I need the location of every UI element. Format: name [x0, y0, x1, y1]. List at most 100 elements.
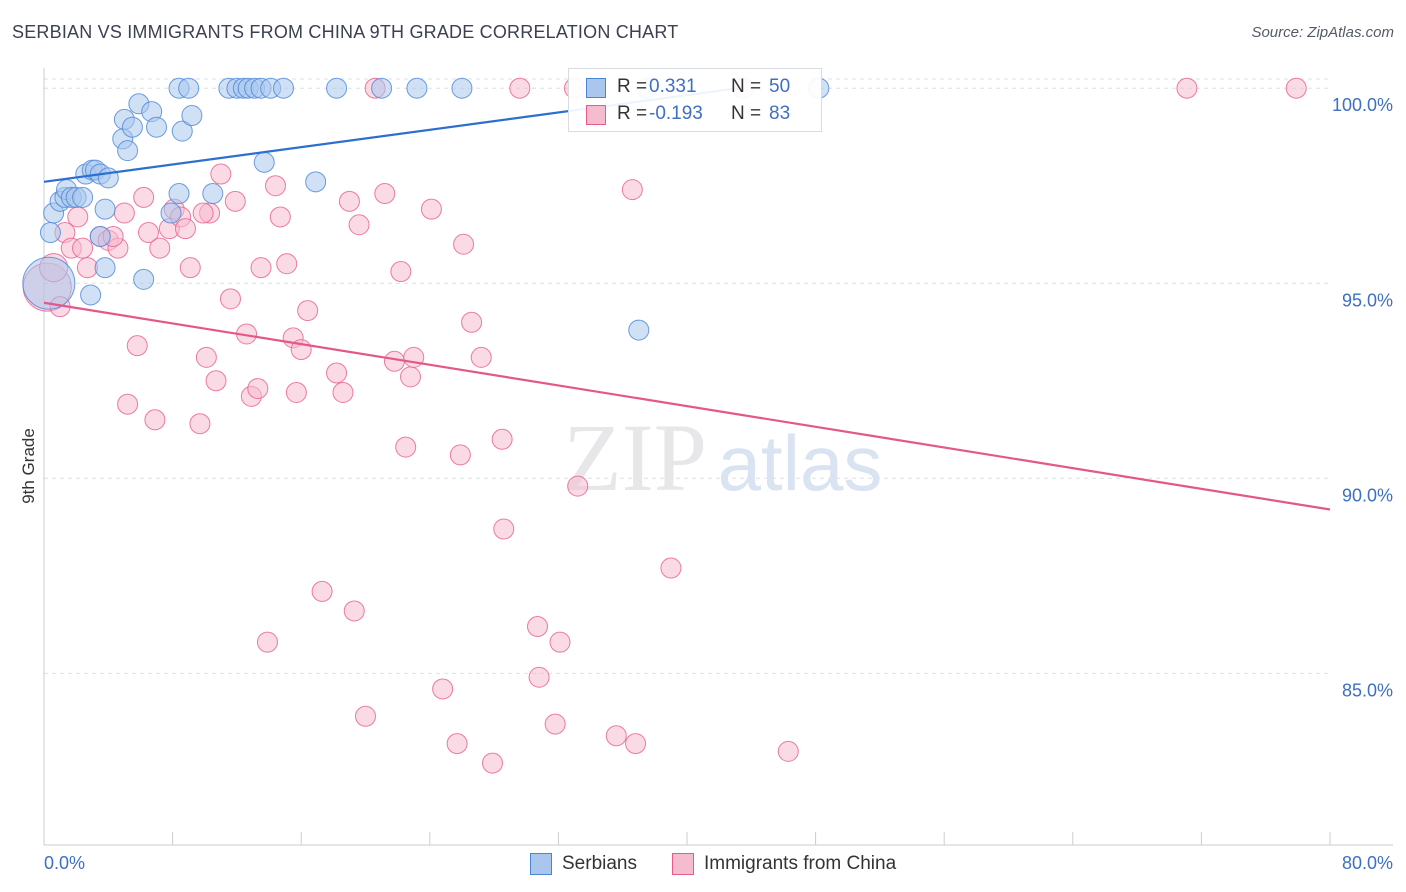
point-immigrants-from-china — [219, 288, 241, 310]
point-immigrants-from-china — [390, 261, 412, 283]
y-axis-label: 9th Grade — [19, 428, 38, 504]
legend-r-value: 0.331 — [649, 76, 697, 97]
point-serbians — [146, 116, 168, 138]
point-immigrants-from-china — [544, 713, 566, 735]
point-immigrants-from-china — [195, 346, 217, 368]
point-serbians — [117, 140, 139, 162]
legend-row-serbians: R = 0.331 N = 50 — [569, 74, 821, 102]
point-serbians — [178, 77, 200, 99]
point-immigrants-from-china — [449, 444, 471, 466]
legend-r-label: R = — [617, 103, 648, 124]
trend-line-china — [43, 301, 1331, 511]
point-serbians — [181, 105, 203, 127]
point-immigrants-from-china — [420, 198, 442, 220]
point-immigrants-from-china — [192, 202, 214, 224]
point-immigrants-from-china — [113, 202, 135, 224]
legend-n-label: N = — [731, 103, 762, 124]
point-serbians — [628, 319, 650, 341]
point-immigrants-from-china — [446, 733, 468, 755]
legend-swatch-china — [672, 853, 694, 875]
point-immigrants-from-china — [285, 381, 307, 403]
point-immigrants-from-china — [326, 362, 348, 384]
point-immigrants-from-china — [461, 311, 483, 333]
legend-label-china: Immigrants from China — [704, 853, 897, 874]
legend-swatch-china — [586, 105, 606, 125]
point-serbians — [39, 222, 61, 244]
x-tick-label-max: 80.0% — [1342, 853, 1393, 873]
point-immigrants-from-china — [76, 257, 98, 279]
point-serbians — [371, 77, 393, 99]
legend-swatch-serbians — [586, 78, 606, 98]
point-immigrants-from-china — [133, 186, 155, 208]
point-immigrants-from-china — [400, 366, 422, 388]
point-immigrants-from-china — [491, 428, 513, 450]
point-immigrants-from-china — [250, 257, 272, 279]
point-serbians — [171, 120, 193, 142]
point-immigrants-from-china — [549, 631, 571, 653]
point-serbians — [80, 284, 102, 306]
point-immigrants-from-china — [179, 257, 201, 279]
point-immigrants-from-china — [137, 222, 159, 244]
point-immigrants-from-china — [453, 233, 475, 255]
point-serbians — [89, 225, 111, 247]
point-immigrants-from-china — [224, 190, 246, 212]
legend-row-china: R = -0.193 N = 83 — [569, 101, 821, 129]
y-tick-label: 100.0% — [1332, 95, 1393, 115]
point-serbians — [160, 202, 182, 224]
legend-n-value: 83 — [769, 103, 791, 124]
point-serbians — [305, 171, 327, 193]
point-immigrants-from-china — [149, 237, 171, 259]
point-serbians — [273, 77, 295, 99]
legend-n-label: N = — [731, 76, 762, 97]
y-tick-labels: 85.0% 90.0% 95.0% 100.0% — [1332, 95, 1393, 700]
point-immigrants-from-china — [189, 413, 211, 435]
point-serbians — [202, 183, 224, 205]
legend-swatch-serbians — [530, 853, 552, 875]
point-immigrants-from-china — [528, 666, 550, 688]
point-immigrants-from-china — [567, 475, 589, 497]
axes — [43, 68, 1393, 846]
point-immigrants-from-china — [256, 631, 278, 653]
point-serbians — [94, 198, 116, 220]
point-immigrants-from-china — [621, 179, 643, 201]
point-immigrants-from-china — [72, 237, 94, 259]
watermark-zip: ZIP — [563, 404, 707, 511]
series-legend: Serbians Immigrants from China — [0, 852, 1406, 878]
point-immigrants-from-china — [210, 163, 232, 185]
legend-n-value: 50 — [769, 76, 791, 97]
point-immigrants-from-china — [493, 518, 515, 540]
point-immigrants-from-china — [276, 253, 298, 275]
y-tick-label: 90.0% — [1342, 485, 1393, 505]
point-immigrants-from-china — [311, 580, 333, 602]
source-label: Source: ZipAtlas.com — [1251, 24, 1394, 41]
y-tick-label: 85.0% — [1342, 680, 1393, 700]
point-immigrants-from-china — [205, 370, 227, 392]
point-serbians — [121, 116, 143, 138]
point-immigrants-from-china — [1285, 77, 1307, 99]
point-immigrants-from-china — [144, 409, 166, 431]
point-serbians — [72, 186, 94, 208]
point-immigrants-from-china — [470, 346, 492, 368]
point-immigrants-from-china — [1176, 77, 1198, 99]
point-immigrants-from-china — [126, 335, 148, 357]
point-serbians — [97, 167, 119, 189]
point-immigrants-from-china — [660, 557, 682, 579]
point-serbians — [406, 77, 428, 99]
point-immigrants-from-china — [481, 752, 503, 774]
point-serbians — [94, 257, 116, 279]
point-serbians — [133, 268, 155, 290]
stats-legend: R = 0.331 N = 50 R = -0.193 N = 83 — [568, 68, 822, 132]
point-serbians — [451, 77, 473, 99]
point-immigrants-from-china — [117, 393, 139, 415]
point-immigrants-from-china — [355, 705, 376, 727]
x-tick-label-min: 0.0% — [44, 853, 85, 873]
point-immigrants-from-china — [174, 218, 196, 240]
chart-title: SERBIAN VS IMMIGRANTS FROM CHINA 9TH GRA… — [12, 22, 679, 42]
legend-r-label: R = — [617, 76, 648, 97]
point-immigrants-from-china — [332, 381, 354, 403]
watermark: ZIP atlas — [563, 404, 882, 511]
legend-label-serbians: Serbians — [562, 853, 637, 874]
point-immigrants-from-china — [67, 206, 89, 228]
point-serbians — [22, 256, 76, 310]
